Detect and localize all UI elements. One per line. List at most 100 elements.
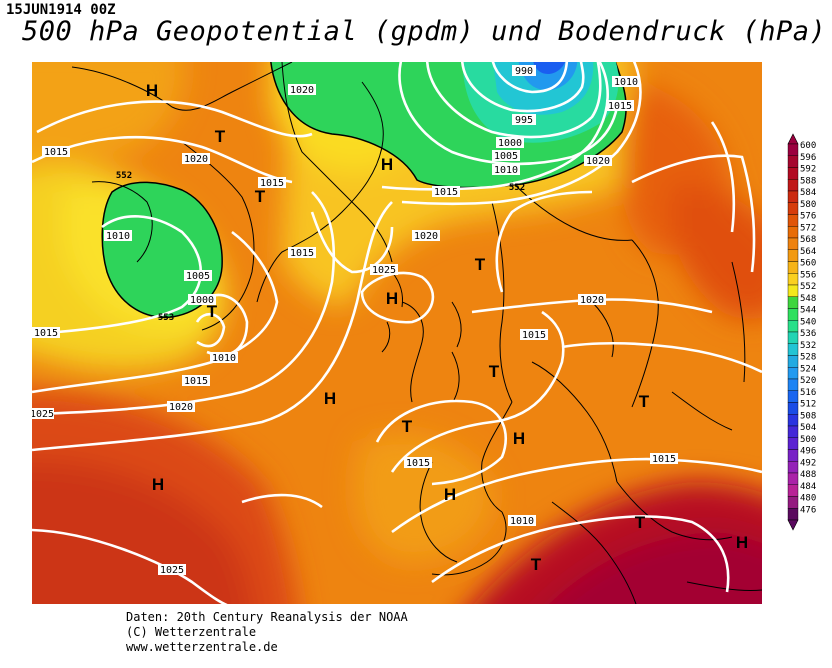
legend-level-label: 488	[800, 470, 816, 480]
pressure-center-h: H	[146, 81, 158, 100]
isobar-label: 1010	[106, 231, 130, 242]
isobar-label: 1020	[290, 85, 314, 96]
pressure-center-t: T	[215, 127, 226, 146]
pressure-center-t: T	[489, 362, 500, 381]
legend-level-label: 480	[800, 494, 816, 504]
chart-title: 500 hPa Geopotential (gpdm) und Bodendru…	[22, 16, 827, 47]
legend-level-label: 584	[800, 188, 816, 198]
isobar-label: 1015	[44, 147, 68, 158]
credits-data-source: Daten: 20th Century Reanalysis der NOAA	[126, 610, 408, 624]
legend-level-label: 556	[800, 270, 816, 280]
geopotential-field	[32, 62, 762, 604]
legend-swatch	[787, 331, 799, 344]
geopotential-label: 553	[158, 313, 174, 323]
legend-swatch	[787, 143, 799, 156]
legend-swatch	[787, 508, 799, 521]
isobar-label: 1000	[190, 295, 214, 306]
legend-swatch	[787, 496, 799, 509]
legend-swatch	[787, 461, 799, 474]
isobar-label: 1020	[184, 154, 208, 165]
isobar-label: 1015	[34, 328, 58, 339]
geopotential-label: 552	[116, 171, 132, 181]
legend-level-label: 532	[800, 341, 816, 351]
isobar-label: 1015	[522, 330, 546, 341]
legend-swatch	[787, 343, 799, 356]
isobar-label: 1020	[580, 295, 604, 306]
legend-level-label: 544	[800, 306, 816, 316]
credits-website: www.wetterzentrale.de	[126, 640, 278, 654]
legend-level-label: 596	[800, 153, 816, 163]
geopotential-labels: 552 553 552	[116, 171, 525, 323]
legend-swatch	[787, 273, 799, 286]
legend-level-label: 476	[800, 505, 816, 515]
legend-swatch	[787, 425, 799, 438]
isobar-label: 1010	[510, 516, 534, 527]
pressure-center-t: T	[255, 187, 266, 206]
legend-swatch	[787, 190, 799, 203]
legend-level-label: 592	[800, 165, 816, 175]
legend-level-label: 528	[800, 353, 816, 363]
isobar-labels: 990 995 1000 1005 1010 1010 1015 1015 10…	[32, 65, 678, 576]
isobar-label: 1020	[586, 156, 610, 167]
legend-swatch	[787, 214, 799, 227]
legend-swatch	[787, 308, 799, 321]
legend-swatch	[787, 355, 799, 368]
legend-swatch	[787, 237, 799, 250]
legend-swatch	[787, 320, 799, 333]
legend-level-label: 512	[800, 400, 816, 410]
pressure-center-t: T	[402, 417, 413, 436]
pressure-center-h: H	[513, 429, 525, 448]
isobar-label: 1025	[160, 565, 184, 576]
legend-level-label: 516	[800, 388, 816, 398]
isobar-label: 1015	[434, 187, 458, 198]
isobar-label: 990	[515, 66, 533, 77]
legend-level-label: 572	[800, 223, 816, 233]
isobar-label: 1005	[494, 151, 518, 162]
pressure-centers: H T H T T H T H T T H T H H T T H	[146, 81, 748, 574]
legend-level-label: 560	[800, 259, 816, 269]
isobar-label: 995	[515, 115, 533, 126]
chart-date: 15JUN1914 00Z	[6, 2, 116, 18]
legend-level-label: 508	[800, 411, 816, 421]
legend-level-label: 504	[800, 423, 816, 433]
isobar-label: 1005	[186, 271, 210, 282]
legend-swatch	[787, 167, 799, 180]
legend-swatch	[787, 449, 799, 462]
legend-swatch	[787, 484, 799, 497]
isobar-label: 1015	[260, 178, 284, 189]
isobar-label: 1015	[608, 101, 632, 112]
isobar-label: 1020	[414, 231, 438, 242]
isobar-label: 1025	[32, 409, 54, 420]
legend-arrow-top	[787, 133, 799, 145]
legend-level-label: 576	[800, 212, 816, 222]
pressure-center-h: H	[152, 475, 164, 494]
pressure-center-h: H	[736, 533, 748, 552]
legend-level-label: 500	[800, 435, 816, 445]
legend-swatch	[787, 155, 799, 168]
pressure-center-t: T	[207, 302, 218, 321]
legend-swatch	[787, 249, 799, 262]
legend-swatch	[787, 261, 799, 274]
legend-swatch	[787, 226, 799, 239]
pressure-center-t: T	[639, 392, 650, 411]
geopotential-label: 552	[509, 183, 525, 193]
legend-level-label: 524	[800, 364, 816, 374]
legend-level-label: 492	[800, 458, 816, 468]
legend-level-label: 536	[800, 329, 816, 339]
legend-level-label: 564	[800, 247, 816, 257]
isobar-label: 1010	[614, 77, 638, 88]
legend-swatch	[787, 390, 799, 403]
legend-swatch	[787, 472, 799, 485]
legend-swatch	[787, 296, 799, 309]
pressure-center-t: T	[531, 555, 542, 574]
legend-level-label: 580	[800, 200, 816, 210]
isobar-label: 1010	[494, 165, 518, 176]
legend-swatch	[787, 179, 799, 192]
pressure-center-h: H	[386, 289, 398, 308]
legend-level-label: 520	[800, 376, 816, 386]
legend-swatch	[787, 284, 799, 297]
legend-level-label: 484	[800, 482, 816, 492]
legend-swatch	[787, 367, 799, 380]
legend-level-label: 540	[800, 317, 816, 327]
pressure-center-h: H	[444, 485, 456, 504]
